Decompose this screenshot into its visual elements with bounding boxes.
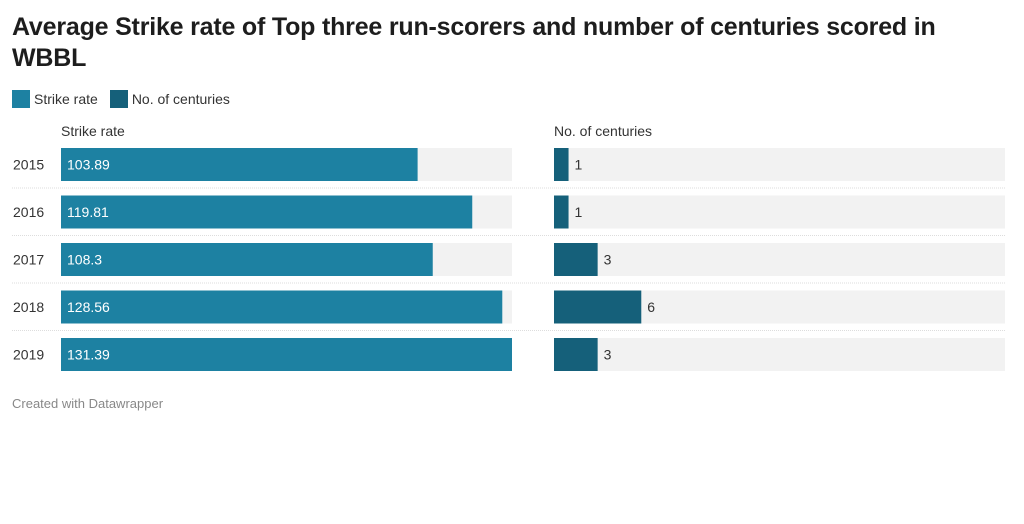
bar-strike-rate-2016	[61, 195, 473, 229]
data-label-strike-rate-2015: 103.89	[67, 157, 110, 173]
footer-credit: Created with Datawrapper	[12, 396, 164, 411]
data-label-strike-rate-2016: 119.81	[67, 204, 109, 220]
bar-strike-rate-2015	[61, 148, 418, 181]
category-label-2019: 2019	[13, 347, 44, 363]
data-label-centuries-2018: 6	[647, 299, 655, 315]
legend-item-strike-rate: Strike rate	[12, 90, 98, 108]
bar-background-1-2015	[554, 148, 1005, 181]
bar-strike-rate-2019	[61, 338, 512, 371]
bar-centuries-2015	[554, 148, 569, 181]
bar-strike-rate-2018	[61, 290, 503, 324]
panel-title-1: No. of centuries	[554, 123, 652, 139]
data-label-strike-rate-2019: 131.39	[67, 347, 110, 363]
bar-centuries-2016	[554, 195, 569, 229]
legend-swatch-centuries	[109, 90, 128, 108]
bar-strike-rate-2017	[61, 243, 433, 276]
bar-background-1-2016	[554, 195, 1005, 229]
data-label-centuries-2019: 3	[604, 347, 612, 363]
legend: Strike rate No. of centuries	[12, 89, 242, 109]
bar-centuries-2018	[554, 290, 642, 324]
category-label-2018: 2018	[13, 299, 44, 315]
bar-chart: Strike rate No. of centuries 2015 103.89 1 20…	[12, 123, 1006, 371]
legend-swatch-strike-rate	[12, 90, 30, 108]
legend-label-strike-rate: Strike rate	[34, 91, 98, 107]
data-label-centuries-2017: 3	[604, 252, 612, 268]
category-label-2017: 2017	[13, 252, 44, 268]
bar-centuries-2019	[554, 338, 598, 371]
legend-label-centuries: No. of centuries	[131, 91, 230, 107]
bar-background-1-2017	[554, 243, 1005, 276]
data-label-centuries-2015: 1	[575, 157, 583, 173]
data-label-centuries-2016: 1	[575, 204, 583, 220]
data-label-strike-rate-2018: 128.56	[67, 299, 110, 315]
data-label-strike-rate-2017: 108.3	[67, 252, 102, 268]
chart-title: Average Strike rate of Top three run-sco…	[12, 13, 936, 72]
legend-item-centuries: No. of centuries	[109, 90, 230, 108]
category-label-2016: 2016	[13, 204, 44, 220]
category-label-2015: 2015	[13, 157, 44, 173]
bar-background-1-2019	[554, 338, 1005, 371]
panel-title-0: Strike rate	[61, 123, 125, 139]
bar-centuries-2017	[554, 243, 598, 276]
